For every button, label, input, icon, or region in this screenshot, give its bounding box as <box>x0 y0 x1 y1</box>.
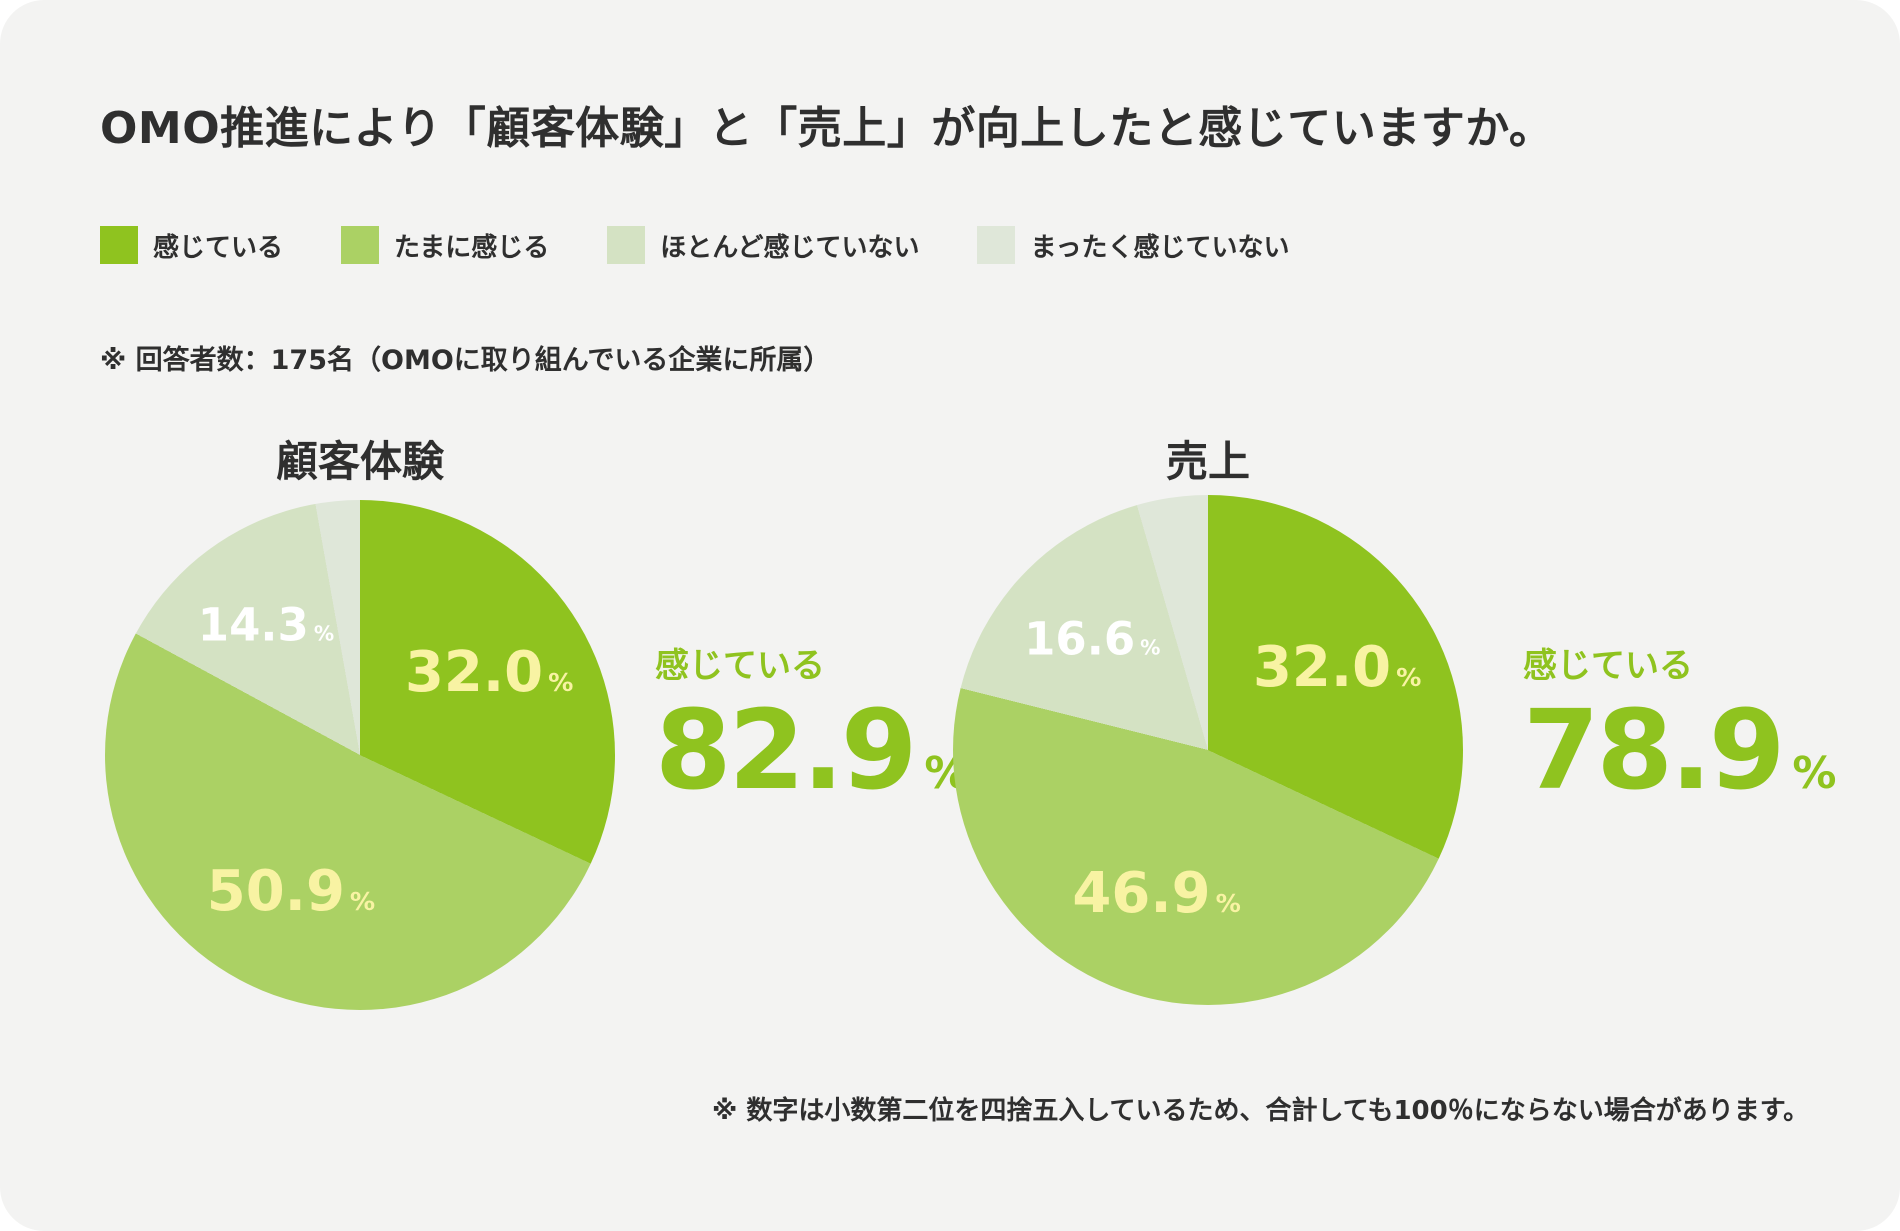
legend-item-label: 感じている <box>153 232 284 263</box>
legend-swatch <box>341 226 380 264</box>
pie-chart-customer-experience: 32.0% 50.9% 14.3% <box>105 500 615 1010</box>
slice-percent-sign: % <box>1140 635 1161 660</box>
legend-item-label: ほとんど感じていない <box>660 232 920 263</box>
pie-slice-value-label: 32.0% <box>1253 640 1421 696</box>
pie-slice-value-label: 50.9% <box>207 863 376 920</box>
legend-swatch <box>977 226 1016 264</box>
slice-value: 32.0 <box>1252 635 1392 701</box>
callout-value: 82.9% <box>655 695 969 805</box>
legend-swatch <box>100 226 138 264</box>
pie-slice-value-label: 16.6% <box>1024 616 1160 661</box>
callout-sales: 感じている 78.9% <box>1523 646 1837 805</box>
pie-slice-value-label: 14.3% <box>198 602 334 647</box>
respondents-note: ※ 回答者数：175名（OMOに取り組んでいる企業に所属） <box>100 345 831 376</box>
callout-label: 感じている <box>655 646 825 686</box>
page-title: OMO推進により「顧客体験」と「売上」が向上したと感じていますか。 <box>100 103 1554 154</box>
slice-value: 50.9 <box>206 858 345 924</box>
slice-percent-sign: % <box>349 886 376 916</box>
legend: 感じている たまに感じる ほとんど感じていない まったく感じていない <box>100 226 1289 264</box>
legend-item-0: 感じている <box>100 226 283 264</box>
callout-number: 78.9 <box>1523 686 1785 815</box>
callout-percent-sign: % <box>1792 748 1837 800</box>
callout-value: 78.9% <box>1523 695 1837 805</box>
pie-slice-value-label: 32.0% <box>405 645 573 701</box>
legend-item-2: ほとんど感じていない <box>607 226 919 264</box>
chart-title-sales: 売上 <box>1165 437 1250 486</box>
legend-item-3: まったく感じていない <box>977 226 1289 264</box>
pie-chart-sales: 32.0% 46.9% 16.6% <box>953 495 1463 1005</box>
slice-value: 16.6 <box>1024 612 1136 666</box>
legend-item-label: まったく感じていない <box>1030 232 1290 263</box>
slice-percent-sign: % <box>1215 889 1241 919</box>
chart-title-customer-experience: 顧客体験 <box>275 437 444 486</box>
callout-number: 82.9 <box>655 686 917 815</box>
slice-value: 14.3 <box>197 598 309 652</box>
slice-percent-sign: % <box>1396 663 1422 693</box>
legend-item-label: たまに感じる <box>394 232 550 263</box>
callout-customer-experience: 感じている 82.9% <box>655 646 969 805</box>
pie-slice-value-label: 46.9% <box>1072 866 1240 922</box>
slice-value: 32.0 <box>404 640 544 706</box>
callout-label: 感じている <box>1523 646 1693 686</box>
slice-percent-sign: % <box>313 621 335 646</box>
slice-percent-sign: % <box>548 668 574 698</box>
footer-note: ※ 数字は小数第二位を四捨五入しているため、合計しても100％にならない場合があ… <box>712 1096 1810 1126</box>
legend-item-1: たまに感じる <box>341 226 549 264</box>
slice-value: 46.9 <box>1072 861 1211 927</box>
legend-swatch <box>607 226 646 264</box>
